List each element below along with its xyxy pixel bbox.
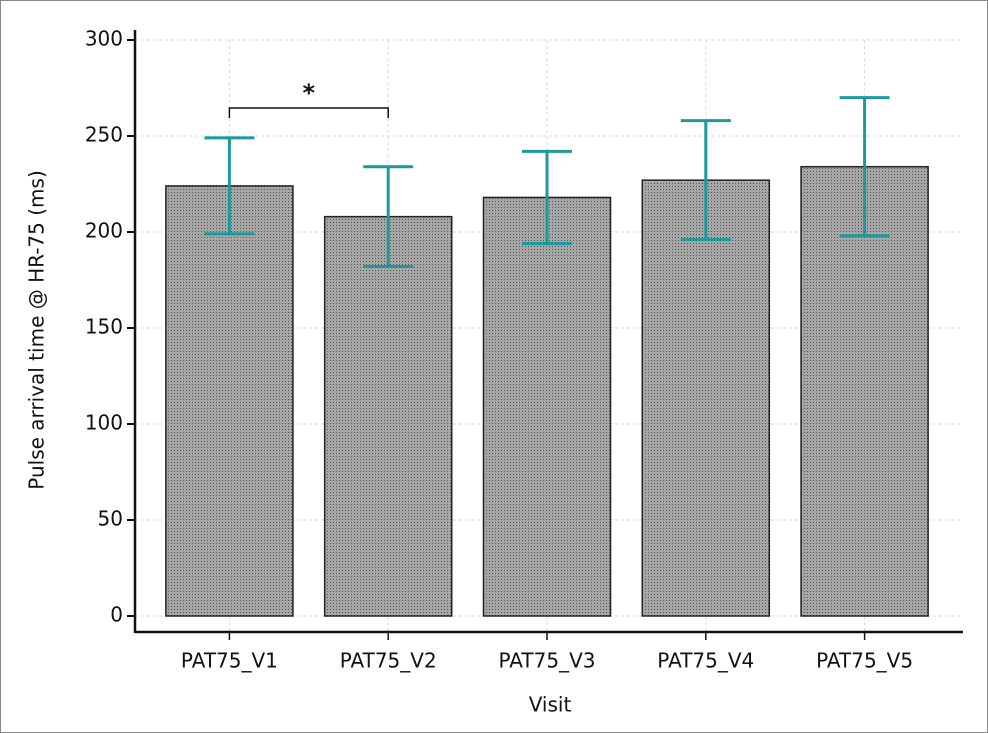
- error-bar: [363, 165, 414, 269]
- x-tick-label: PAT75_V2: [340, 649, 437, 673]
- error-bar: [204, 136, 255, 236]
- y-tick-label: 50: [98, 507, 123, 531]
- significance-label: *: [303, 79, 316, 107]
- x-axis-title: Visit: [529, 693, 572, 717]
- x-tick-label: PAT75_V1: [181, 649, 278, 673]
- bar: [641, 179, 771, 617]
- bar: [482, 196, 612, 617]
- x-tick-label: PAT75_V5: [816, 649, 913, 673]
- y-tick-label: 100: [85, 411, 123, 435]
- bar: [165, 185, 294, 617]
- error-bar: [839, 96, 890, 238]
- y-tick-label: 250: [85, 123, 123, 147]
- y-axis-title: Pulse arrival time @ HR-75 (ms): [25, 170, 49, 490]
- significance-bracket: [228, 107, 389, 118]
- y-tick-label: 0: [110, 603, 123, 627]
- error-bar: [522, 149, 572, 246]
- y-tick-label: 300: [85, 27, 123, 51]
- bar: [800, 165, 929, 617]
- y-tick-label: 200: [85, 219, 123, 243]
- x-tick-label: PAT75_V4: [657, 649, 754, 673]
- error-bar: [680, 119, 731, 242]
- y-tick-label: 150: [85, 315, 123, 339]
- bar: [323, 215, 453, 617]
- x-tick-label: PAT75_V3: [499, 649, 596, 673]
